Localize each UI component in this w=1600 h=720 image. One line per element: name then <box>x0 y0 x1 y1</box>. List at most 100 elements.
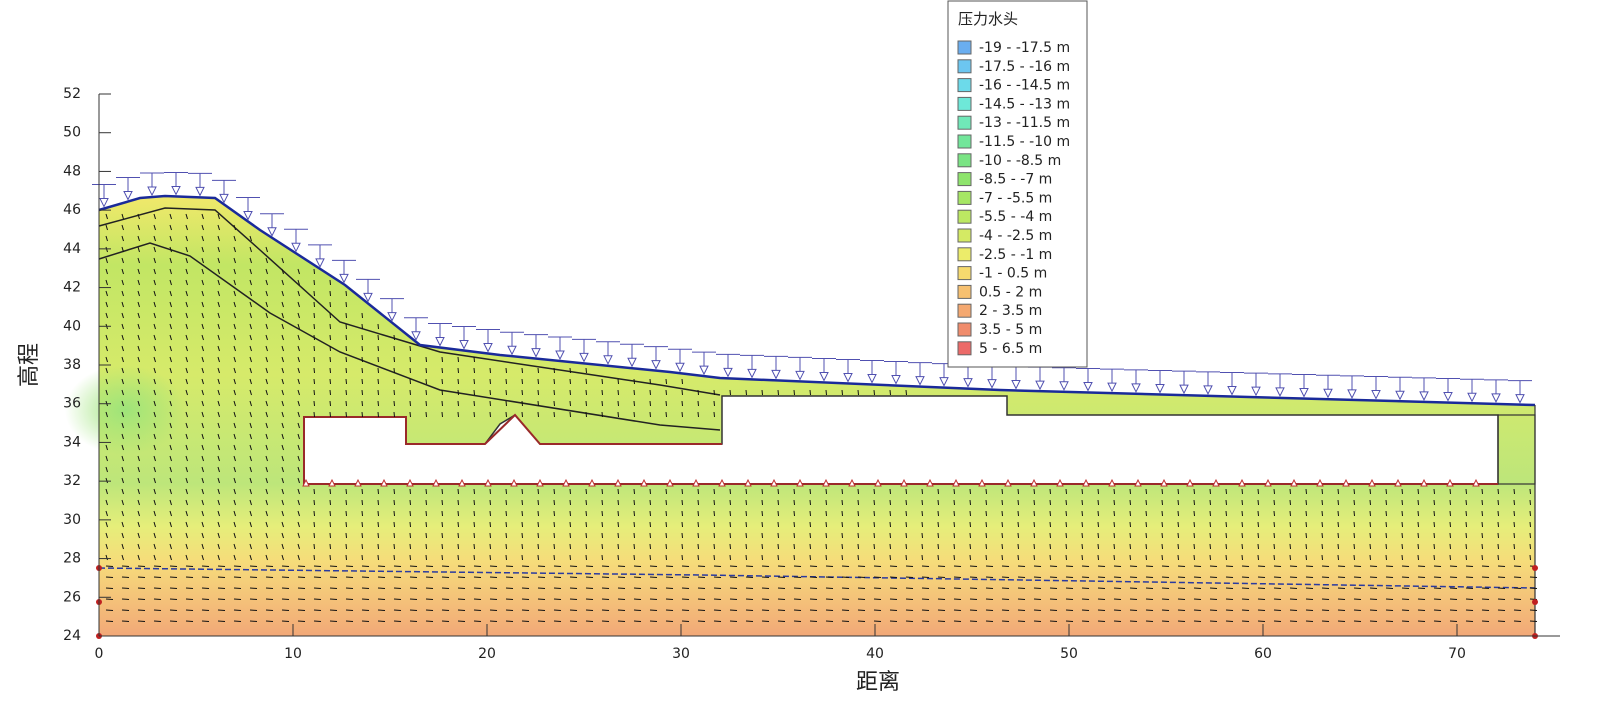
flow-vector <box>1273 488 1275 495</box>
flow-vector <box>217 499 220 506</box>
flow-vector <box>153 400 156 407</box>
flow-vector <box>969 576 978 578</box>
flow-vector <box>137 257 140 264</box>
flow-vector <box>713 576 722 578</box>
flow-vector <box>569 565 578 567</box>
legend-label: -13 - -11.5 m <box>979 115 1070 131</box>
flow-vector <box>265 543 268 550</box>
flow-vector <box>297 620 306 622</box>
flow-vector <box>281 345 284 352</box>
flow-vector <box>1001 543 1003 550</box>
flow-vector <box>329 620 338 622</box>
flow-vector <box>329 389 331 396</box>
flow-vector <box>617 488 619 495</box>
flow-vector <box>1337 521 1339 528</box>
flow-vector <box>745 565 754 567</box>
flow-vector <box>1193 499 1195 506</box>
flow-vector <box>1257 521 1259 528</box>
flow-vector <box>1065 587 1074 589</box>
flow-vector <box>697 587 706 589</box>
flow-vector <box>281 301 284 308</box>
x-tick-label: 30 <box>672 646 690 662</box>
flow-vector <box>1225 521 1227 528</box>
flow-vector <box>921 488 923 495</box>
flow-vector <box>297 576 306 578</box>
flow-vector <box>1321 543 1323 550</box>
flow-vector <box>1289 620 1298 622</box>
flow-vector <box>217 411 220 418</box>
flow-vector <box>105 367 108 374</box>
flow-vector <box>345 576 354 578</box>
flow-vector <box>1241 587 1250 589</box>
flow-vector <box>169 345 172 352</box>
flow-vector <box>921 620 930 622</box>
flow-vector <box>585 367 587 374</box>
flow-vector <box>377 543 379 550</box>
flow-vector <box>825 620 834 622</box>
flow-vector <box>681 378 683 385</box>
load-arrow-head <box>459 340 469 350</box>
flow-vector <box>1049 576 1058 578</box>
node-marker <box>978 478 986 487</box>
flow-vector <box>1017 554 1019 561</box>
flow-vector <box>393 565 402 567</box>
flow-vector <box>137 224 140 231</box>
node-marker <box>1290 478 1298 487</box>
flow-vector <box>601 411 603 418</box>
flow-vector <box>1017 488 1019 495</box>
flow-vector <box>937 565 946 567</box>
flow-vector <box>393 543 395 550</box>
flow-vector <box>585 543 587 550</box>
flow-vector <box>265 400 268 407</box>
flow-vector <box>361 565 370 567</box>
flow-vector <box>473 576 482 578</box>
flow-vector <box>393 532 395 539</box>
flow-vector <box>1177 620 1186 622</box>
flow-vector <box>601 620 610 622</box>
flow-vector <box>681 499 683 506</box>
flow-vector <box>345 587 354 589</box>
flow-vector <box>521 609 530 611</box>
flow-vector <box>297 367 300 374</box>
flow-vector <box>1449 576 1458 578</box>
flow-vector <box>553 367 555 374</box>
flow-vector <box>233 576 242 578</box>
flow-vector <box>873 565 882 567</box>
flow-vector <box>1417 598 1426 600</box>
flow-vector <box>377 400 379 407</box>
flow-vector <box>1017 532 1019 539</box>
flow-vector <box>729 543 731 550</box>
flow-vector <box>1305 488 1307 495</box>
flow-vector <box>617 532 619 539</box>
flow-vector <box>985 532 987 539</box>
flow-vector <box>249 444 252 451</box>
flow-vector <box>521 510 523 517</box>
flow-vector <box>537 400 539 407</box>
flow-vector <box>361 587 370 589</box>
flow-vector <box>457 532 459 539</box>
flow-vector <box>1017 620 1026 622</box>
load-arrow-head <box>675 362 685 373</box>
flow-vector <box>473 587 482 589</box>
flow-vector <box>1097 565 1106 567</box>
flow-vector <box>217 543 220 550</box>
flow-vector <box>713 609 722 611</box>
flow-vector <box>201 257 204 264</box>
flow-vector <box>1097 499 1099 506</box>
flow-vector <box>601 543 603 550</box>
flow-vector <box>713 543 715 550</box>
flow-vector <box>1433 510 1435 517</box>
flow-vector <box>409 400 411 407</box>
flow-vector <box>1497 521 1499 528</box>
flow-vector <box>1209 488 1211 495</box>
flow-vector <box>105 587 114 589</box>
flow-vector <box>537 598 546 600</box>
flow-vector <box>153 609 162 611</box>
flow-vector <box>841 576 850 578</box>
flow-vector <box>137 466 140 473</box>
flow-vector <box>1081 532 1083 539</box>
flow-vector <box>713 554 715 561</box>
flow-vector <box>217 367 220 374</box>
legend-swatch <box>957 40 972 55</box>
flow-vector <box>473 499 475 506</box>
